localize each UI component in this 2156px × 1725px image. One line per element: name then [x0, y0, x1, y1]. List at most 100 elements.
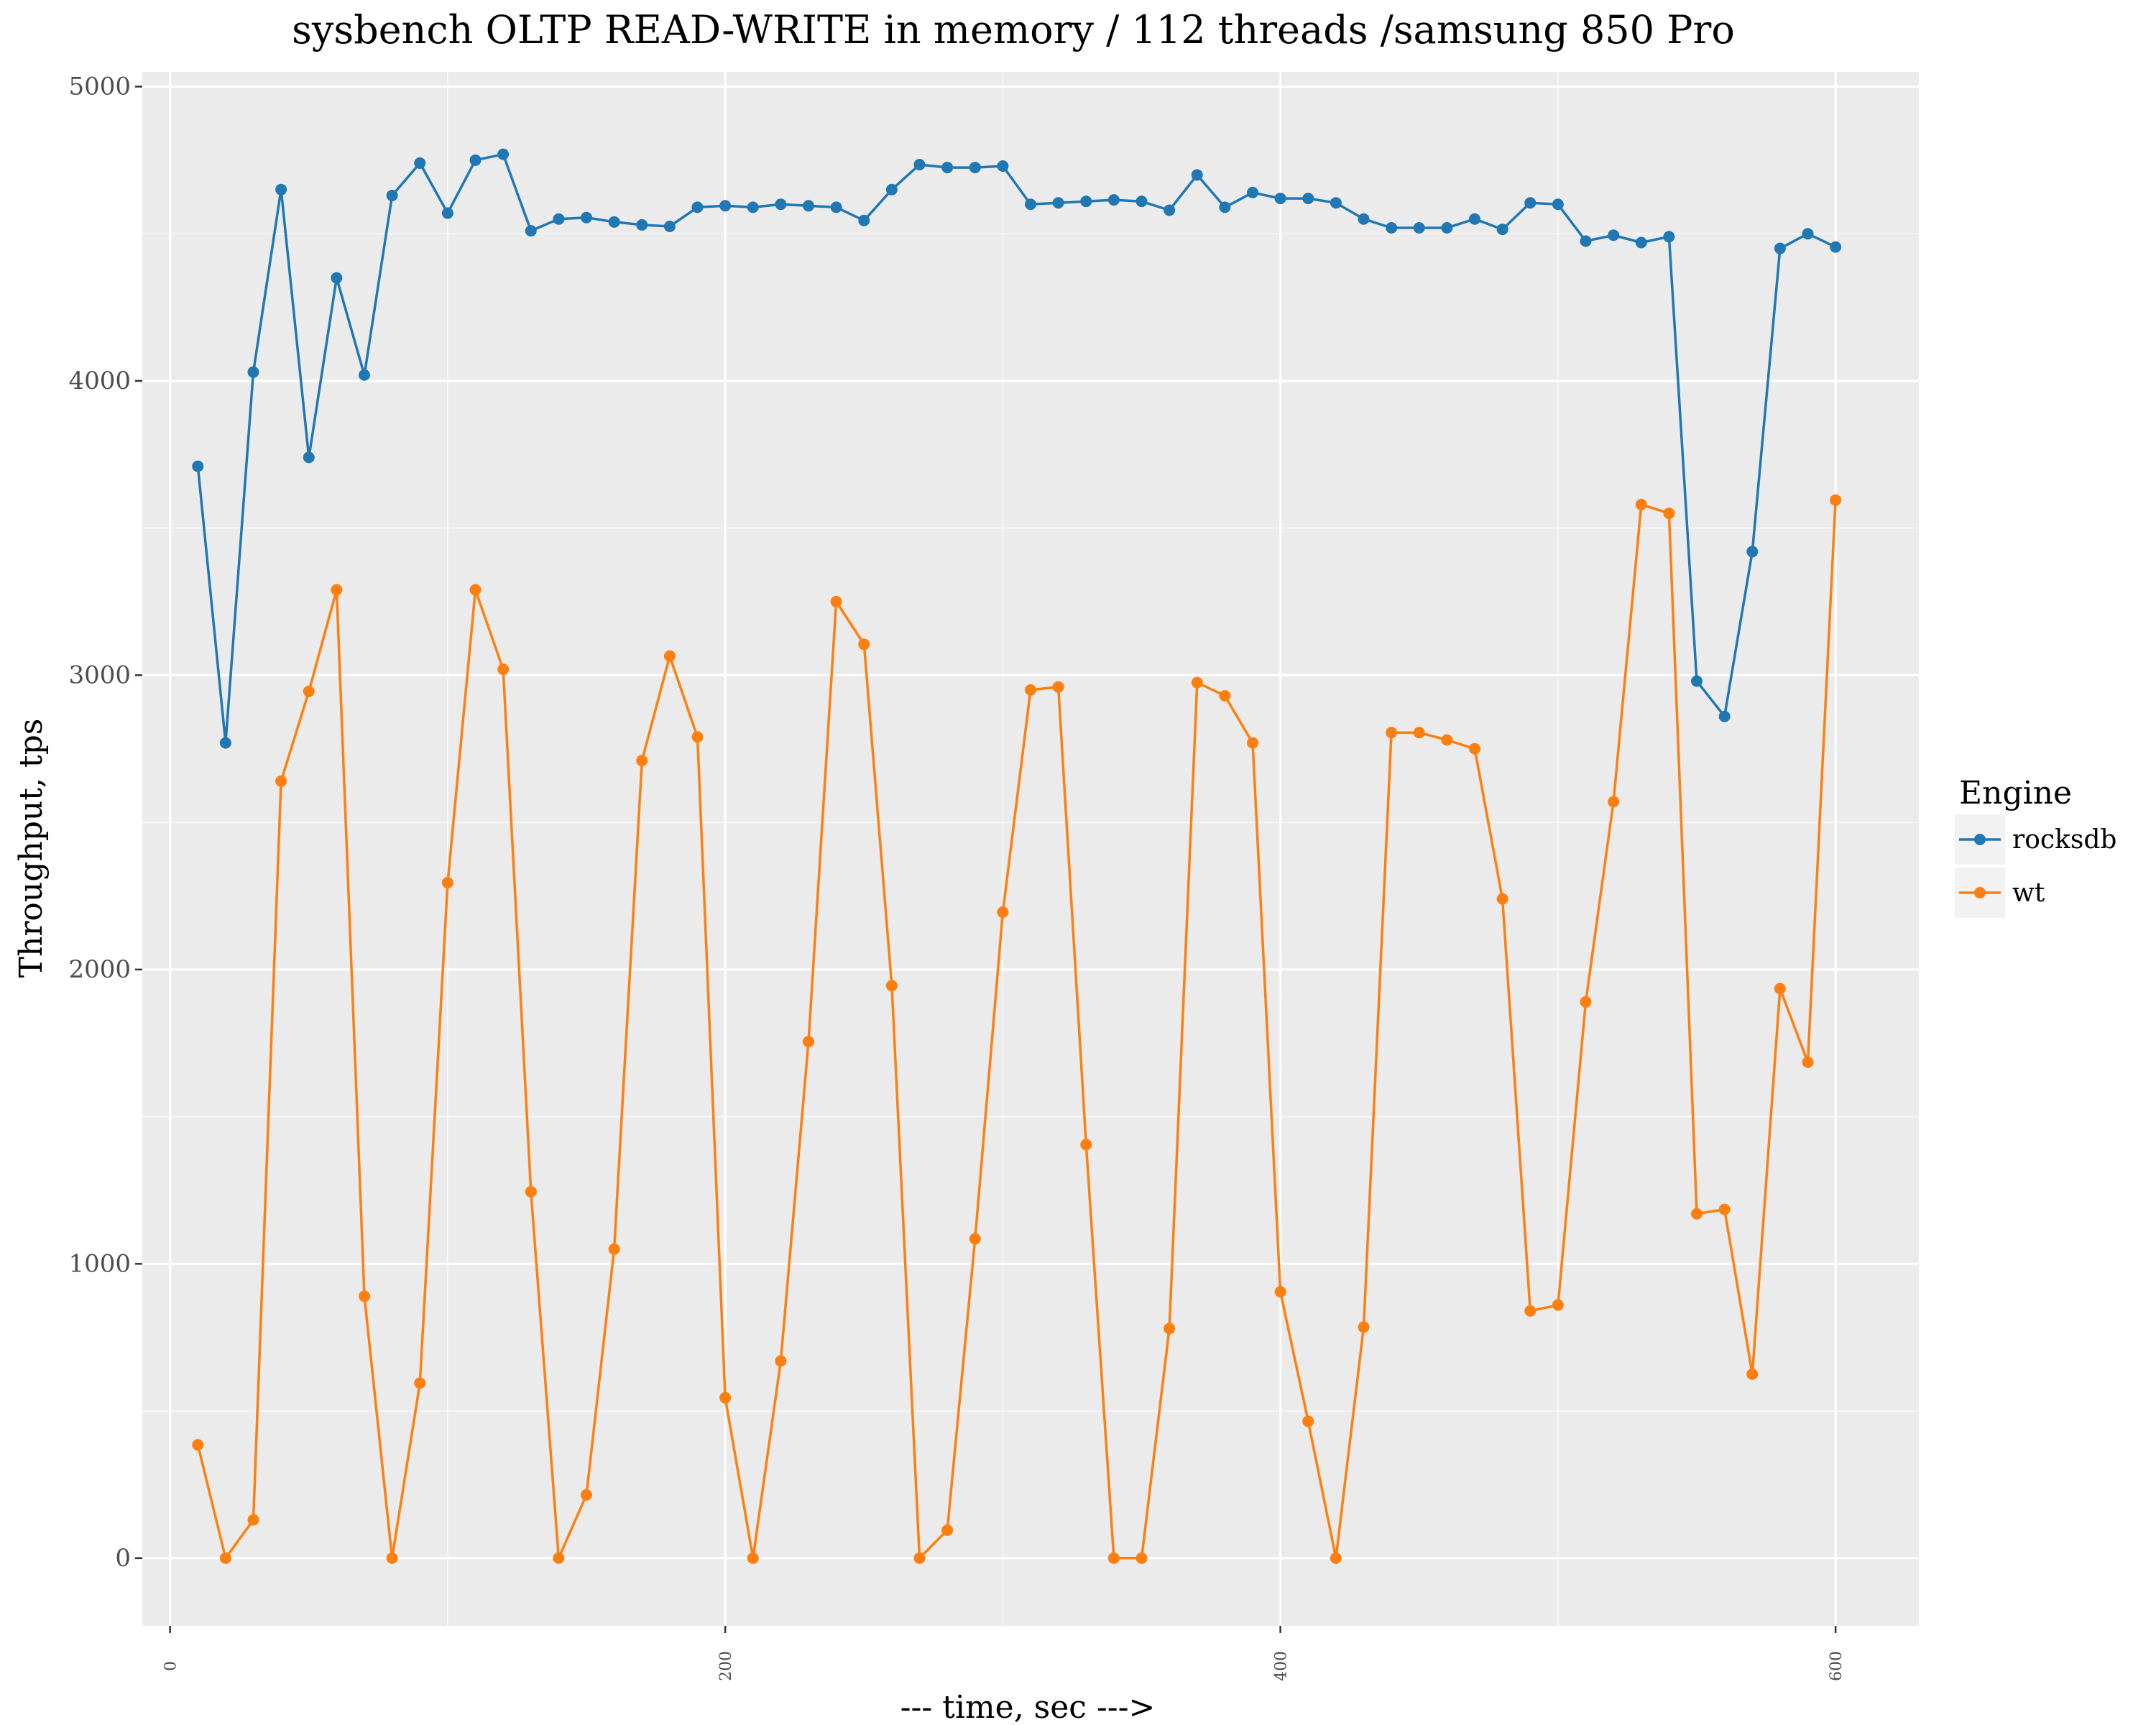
data-point-wt	[441, 877, 453, 889]
data-point-wt	[1052, 681, 1064, 693]
data-point-rocksdb	[1191, 169, 1203, 181]
data-point-wt	[1274, 1286, 1286, 1298]
data-point-wt	[663, 650, 676, 662]
data-point-rocksdb	[1469, 213, 1480, 225]
plot-background	[142, 72, 1919, 1626]
data-point-wt	[1635, 498, 1647, 510]
data-point-wt	[219, 1552, 231, 1564]
data-point-rocksdb	[969, 162, 981, 174]
data-point-wt	[469, 584, 482, 596]
data-point-rocksdb	[1830, 241, 1842, 253]
data-point-wt	[1524, 1305, 1537, 1317]
data-point-rocksdb	[775, 198, 787, 211]
y-axis: 0 1000 2000 3000 4000 5000	[68, 72, 142, 1573]
data-point-wt	[247, 1514, 259, 1526]
data-point-rocksdb	[913, 158, 926, 170]
data-point-rocksdb	[303, 451, 315, 464]
data-point-wt	[775, 1355, 787, 1367]
data-point-rocksdb	[359, 369, 370, 381]
series-wt	[192, 494, 1842, 1564]
y-tick-label: 4000	[68, 367, 131, 395]
data-point-wt	[1663, 507, 1675, 520]
data-point-wt	[1746, 1368, 1759, 1380]
data-point-wt	[913, 1552, 926, 1564]
data-point-wt	[1774, 983, 1786, 995]
data-point-wt	[581, 1489, 592, 1501]
data-point-rocksdb	[1580, 235, 1592, 247]
y-tick-label: 0	[115, 1544, 131, 1573]
data-point-rocksdb	[1164, 204, 1176, 216]
data-point-rocksdb	[553, 213, 565, 225]
data-point-wt	[1330, 1552, 1342, 1564]
data-point-wt	[1580, 995, 1592, 1008]
data-point-rocksdb	[1441, 222, 1453, 234]
data-point-wt	[858, 638, 870, 650]
data-point-wt	[941, 1524, 954, 1536]
data-point-rocksdb	[803, 200, 814, 212]
data-point-rocksdb	[1219, 201, 1231, 213]
grid-major	[142, 72, 1919, 1626]
data-point-rocksdb	[691, 201, 704, 213]
x-axis: 0 200 400 600	[162, 1626, 1846, 1681]
data-point-rocksdb	[1107, 194, 1120, 206]
data-point-rocksdb	[1358, 213, 1370, 225]
data-point-rocksdb	[1302, 193, 1314, 205]
data-point-rocksdb	[1718, 710, 1731, 722]
data-point-wt	[1358, 1321, 1370, 1333]
data-point-rocksdb	[247, 366, 259, 378]
data-point-rocksdb	[275, 183, 287, 196]
data-point-wt	[1718, 1203, 1731, 1215]
data-point-rocksdb	[1802, 228, 1814, 240]
data-point-rocksdb	[636, 218, 648, 231]
data-point-rocksdb	[581, 211, 592, 224]
y-tick-label: 3000	[68, 661, 131, 689]
data-point-wt	[303, 685, 315, 697]
data-point-rocksdb	[1135, 196, 1148, 208]
data-point-wt	[1802, 1056, 1814, 1068]
legend-key-point	[1974, 834, 1986, 845]
data-point-rocksdb	[1746, 546, 1759, 558]
data-point-rocksdb	[441, 207, 453, 219]
data-point-wt	[1219, 690, 1231, 702]
data-point-rocksdb	[941, 162, 954, 174]
data-point-wt	[969, 1233, 981, 1245]
data-point-wt	[1191, 676, 1203, 689]
x-tick-label: 400	[1273, 1651, 1291, 1681]
data-point-wt	[1441, 734, 1453, 746]
data-point-wt	[1247, 737, 1258, 749]
data-point-rocksdb	[1052, 197, 1064, 209]
x-tick-label: 600	[1828, 1651, 1846, 1681]
data-point-wt	[885, 980, 898, 992]
legend-key-point	[1974, 887, 1986, 898]
data-point-rocksdb	[1274, 193, 1286, 205]
data-point-wt	[1469, 742, 1480, 755]
data-point-rocksdb	[1635, 236, 1647, 249]
legend: Engine rocksdb wt	[1955, 775, 2116, 918]
data-point-wt	[192, 1439, 204, 1451]
x-tick-label: 0	[162, 1661, 180, 1671]
data-point-rocksdb	[469, 154, 482, 166]
series-line-wt	[196, 500, 1837, 1560]
data-point-rocksdb	[1413, 222, 1425, 234]
data-point-wt	[1025, 684, 1036, 696]
y-tick-label: 1000	[68, 1249, 131, 1278]
data-point-rocksdb	[747, 201, 759, 213]
data-point-rocksdb	[1691, 675, 1703, 687]
x-axis-title: --- time, sec --->	[900, 1689, 1156, 1725]
data-point-wt	[747, 1552, 759, 1564]
data-point-rocksdb	[386, 189, 398, 201]
data-point-wt	[331, 584, 343, 596]
data-point-rocksdb	[663, 220, 676, 232]
data-point-rocksdb	[1330, 197, 1342, 209]
legend-label: wt	[2012, 878, 2045, 908]
legend-label: rocksdb	[2012, 825, 2116, 855]
y-tick-label: 2000	[68, 955, 131, 984]
data-point-wt	[1302, 1415, 1314, 1427]
data-point-wt	[1164, 1322, 1176, 1335]
data-point-rocksdb	[414, 157, 426, 169]
data-point-rocksdb	[1552, 198, 1564, 211]
data-point-rocksdb	[1663, 231, 1675, 243]
data-point-wt	[1107, 1552, 1120, 1564]
data-point-wt	[497, 663, 510, 676]
legend-title: Engine	[1959, 775, 2072, 811]
